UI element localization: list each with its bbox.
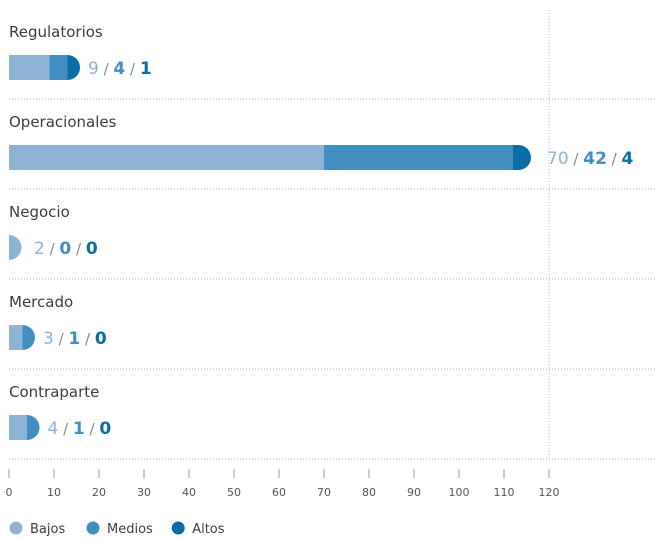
bar-segment-bajos [9, 325, 23, 350]
value-medios: 1 [73, 419, 85, 439]
value-separator: / [569, 150, 584, 168]
value-labels: 70 / 42 / 4 [547, 149, 634, 169]
category-label: Negocio [9, 203, 70, 221]
row-negocio: Negocio 2 / 0 / 0 [9, 203, 98, 260]
row-contraparte: Contraparte 4 / 1 / 0 [9, 383, 111, 440]
value-bajos: 9 [88, 59, 99, 79]
value-bajos: 2 [34, 239, 45, 259]
x-tick-label: 120 [539, 486, 560, 499]
value-altos: 1 [140, 59, 152, 79]
bar-segment-medios [49, 55, 68, 80]
grid-layer [9, 10, 657, 460]
legend-item-bajos: Bajos [9, 521, 65, 537]
bar-segment-medios [27, 415, 40, 440]
bar-segment-medios [22, 325, 35, 350]
value-altos: 0 [99, 419, 111, 439]
value-separator: / [99, 60, 114, 78]
legend-item-medios: Medios [86, 521, 153, 537]
bar-segment-altos [67, 55, 80, 80]
legend-swatch [86, 521, 100, 535]
legend-label: Bajos [30, 522, 65, 537]
legend-label: Medios [107, 522, 153, 537]
row-operacionales: Operacionales 70 / 42 / 4 [9, 113, 634, 170]
category-rows: Regulatorios 9 / 4 / 1 Operacionales 70 / 4… [9, 23, 634, 440]
x-tick-label: 10 [47, 486, 61, 499]
legend-item-altos: Altos [171, 521, 225, 537]
value-separator: / [71, 240, 86, 258]
category-label: Contraparte [9, 383, 99, 401]
legend-label: Altos [192, 522, 225, 537]
x-tick-label: 100 [449, 486, 470, 499]
row-regulatorios: Regulatorios 9 / 4 / 1 [9, 23, 152, 80]
x-tick-label: 80 [362, 486, 376, 499]
x-tick-label: 20 [92, 486, 106, 499]
x-tick-label: 40 [182, 486, 196, 499]
value-labels: 9 / 4 / 1 [88, 59, 152, 79]
x-axis: 0 10 20 30 40 50 60 70 80 90 100 110 120 [6, 469, 560, 499]
x-tick-label: 0 [6, 486, 13, 499]
category-label: Regulatorios [9, 23, 103, 41]
value-labels: 3 / 1 / 0 [43, 329, 107, 349]
value-bajos: 3 [43, 329, 54, 349]
value-labels: 2 / 0 / 0 [34, 239, 98, 259]
legend-swatch [9, 521, 23, 535]
bar-segment-altos [513, 145, 531, 170]
bar-segment-bajos [9, 234, 22, 260]
x-tick-label: 70 [317, 486, 331, 499]
value-separator: / [607, 150, 622, 168]
value-medios: 1 [68, 329, 80, 349]
x-tick-label: 50 [227, 486, 241, 499]
category-label: Operacionales [9, 113, 117, 131]
value-separator: / [45, 240, 60, 258]
value-separator: / [54, 330, 69, 348]
value-separator: / [85, 420, 100, 438]
value-bajos: 4 [48, 419, 59, 439]
legend: Bajos Medios Altos [9, 521, 225, 537]
value-separator: / [58, 420, 73, 438]
x-tick-label: 110 [494, 486, 515, 499]
bar-segment-bajos [9, 55, 50, 80]
bar-segment-medios [324, 145, 513, 170]
legend-swatch [171, 521, 185, 535]
value-separator: / [125, 60, 140, 78]
bar-segment-bajos [9, 145, 324, 170]
row-mercado: Mercado 3 / 1 / 0 [9, 293, 107, 350]
value-labels: 4 / 1 / 0 [48, 419, 112, 439]
value-medios: 0 [59, 239, 71, 259]
value-separator: / [80, 330, 95, 348]
value-bajos: 70 [547, 149, 569, 169]
x-tick-label: 30 [137, 486, 151, 499]
category-label: Mercado [9, 293, 73, 311]
bar-segment-bajos [9, 415, 27, 440]
value-altos: 4 [622, 149, 634, 169]
value-medios: 42 [583, 149, 607, 169]
value-altos: 0 [86, 239, 98, 259]
x-tick-label: 60 [272, 486, 286, 499]
value-medios: 4 [113, 59, 125, 79]
x-tick-label: 90 [407, 486, 421, 499]
value-altos: 0 [95, 329, 107, 349]
